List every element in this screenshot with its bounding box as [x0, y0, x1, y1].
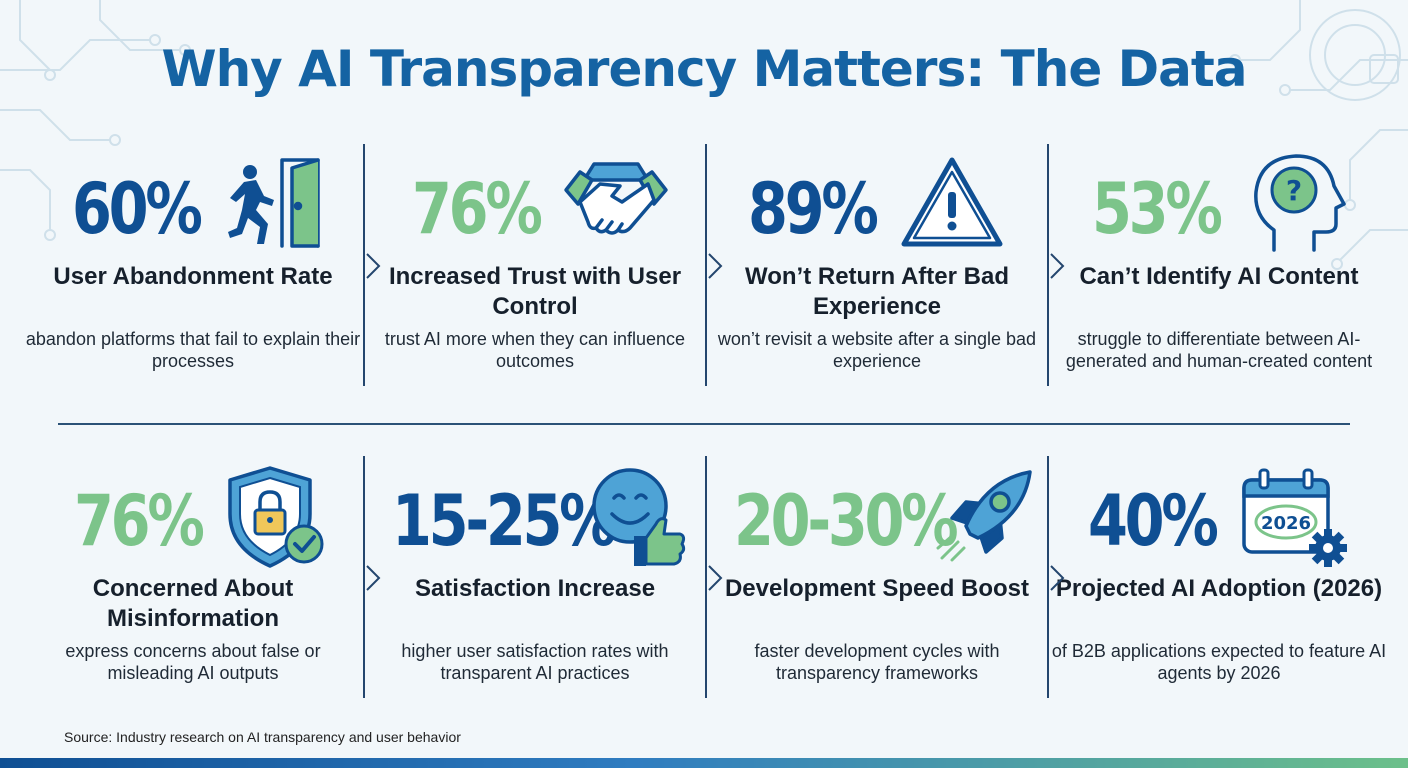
source-note: Source: Industry research on AI transpar… [64, 729, 461, 745]
stat-label: User Abandonment Rate [53, 263, 333, 290]
stat-description: of B2B applications expected to feature … [1051, 641, 1387, 683]
chevron-right-icon [1050, 565, 1065, 591]
stat-description: struggle to differentiate between AI-gen… [1065, 329, 1373, 371]
stat-value: 53% [1092, 168, 1223, 250]
stat-label: Projected AI Adoption (2026) [1055, 575, 1383, 602]
stat-card: 40% 2026 Projected AI Adoption (2026) of… [1048, 462, 1390, 702]
chevron-right-icon [366, 565, 381, 591]
stat-value: 89% [748, 168, 879, 250]
stat-value: 15-25% [392, 480, 617, 562]
chevron-right-icon [708, 253, 723, 279]
stat-description: won’t revisit a website after a single b… [717, 329, 1037, 371]
stat-description: trust AI more when they can influence ou… [384, 329, 686, 371]
stat-label: Can’t Identify AI Content [1079, 263, 1359, 290]
smiley-thumbs-up-icon [592, 468, 686, 566]
chevron-right-icon [1050, 253, 1065, 279]
calendar-gear-icon: 2026 [1242, 468, 1347, 567]
stat-card: 89% Won’t Return After Bad Experience wo… [706, 150, 1048, 390]
rocket-icon [936, 470, 1032, 562]
stat-card: 15-25% Satisfaction Increase higher user… [364, 462, 706, 702]
stat-description: higher user satisfaction rates with tran… [401, 641, 669, 683]
column-divider [363, 144, 365, 386]
stat-label: Increased Trust with User Control [388, 263, 682, 320]
stat-description: faster development cycles with transpare… [754, 641, 1000, 683]
stat-value: 20-30% [734, 480, 959, 562]
stat-value: 40% [1088, 480, 1219, 562]
column-divider [1047, 144, 1049, 386]
exit-door-icon [228, 158, 320, 248]
stat-label: Concerned About Misinformation [92, 575, 294, 632]
calendar-year-text: 2026 [1261, 513, 1311, 534]
stat-card: 60% User Abandonment Rate abandon platfo… [22, 150, 364, 390]
stat-card: 76% Increased Trust with User Control tr… [364, 150, 706, 390]
stat-card: 76% Concerned About Misinformation expre… [22, 462, 364, 702]
page-title: Why AI Transparency Matters: The Data [161, 40, 1247, 98]
stat-description: abandon platforms that fail to explain t… [25, 329, 361, 371]
chevron-right-icon [366, 253, 381, 279]
column-divider [1047, 456, 1049, 698]
stat-description: express concerns about false or misleadi… [65, 641, 321, 683]
row-divider [58, 423, 1350, 425]
head-question-icon: ? [1254, 154, 1346, 252]
stat-value: 76% [412, 168, 543, 250]
column-divider [363, 456, 365, 698]
column-divider [705, 456, 707, 698]
column-divider [705, 144, 707, 386]
stat-card: 53% ? Can’t Identify AI Content struggle… [1048, 150, 1390, 390]
shield-lock-icon [228, 466, 324, 568]
stat-card: 20-30% Development Speed Boost faster de… [706, 462, 1048, 702]
stat-label: Satisfaction Increase [414, 575, 656, 602]
svg-text:?: ? [1286, 174, 1302, 207]
stat-value: 60% [72, 168, 203, 250]
stat-value: 76% [74, 480, 205, 562]
handshake-icon [564, 162, 668, 235]
chevron-right-icon [708, 565, 723, 591]
stat-label: Development Speed Boost [724, 575, 1030, 602]
footer-gradient-bar [0, 758, 1408, 768]
warning-icon [901, 157, 1003, 247]
stat-label: Won’t Return After Bad Experience [745, 263, 1009, 320]
